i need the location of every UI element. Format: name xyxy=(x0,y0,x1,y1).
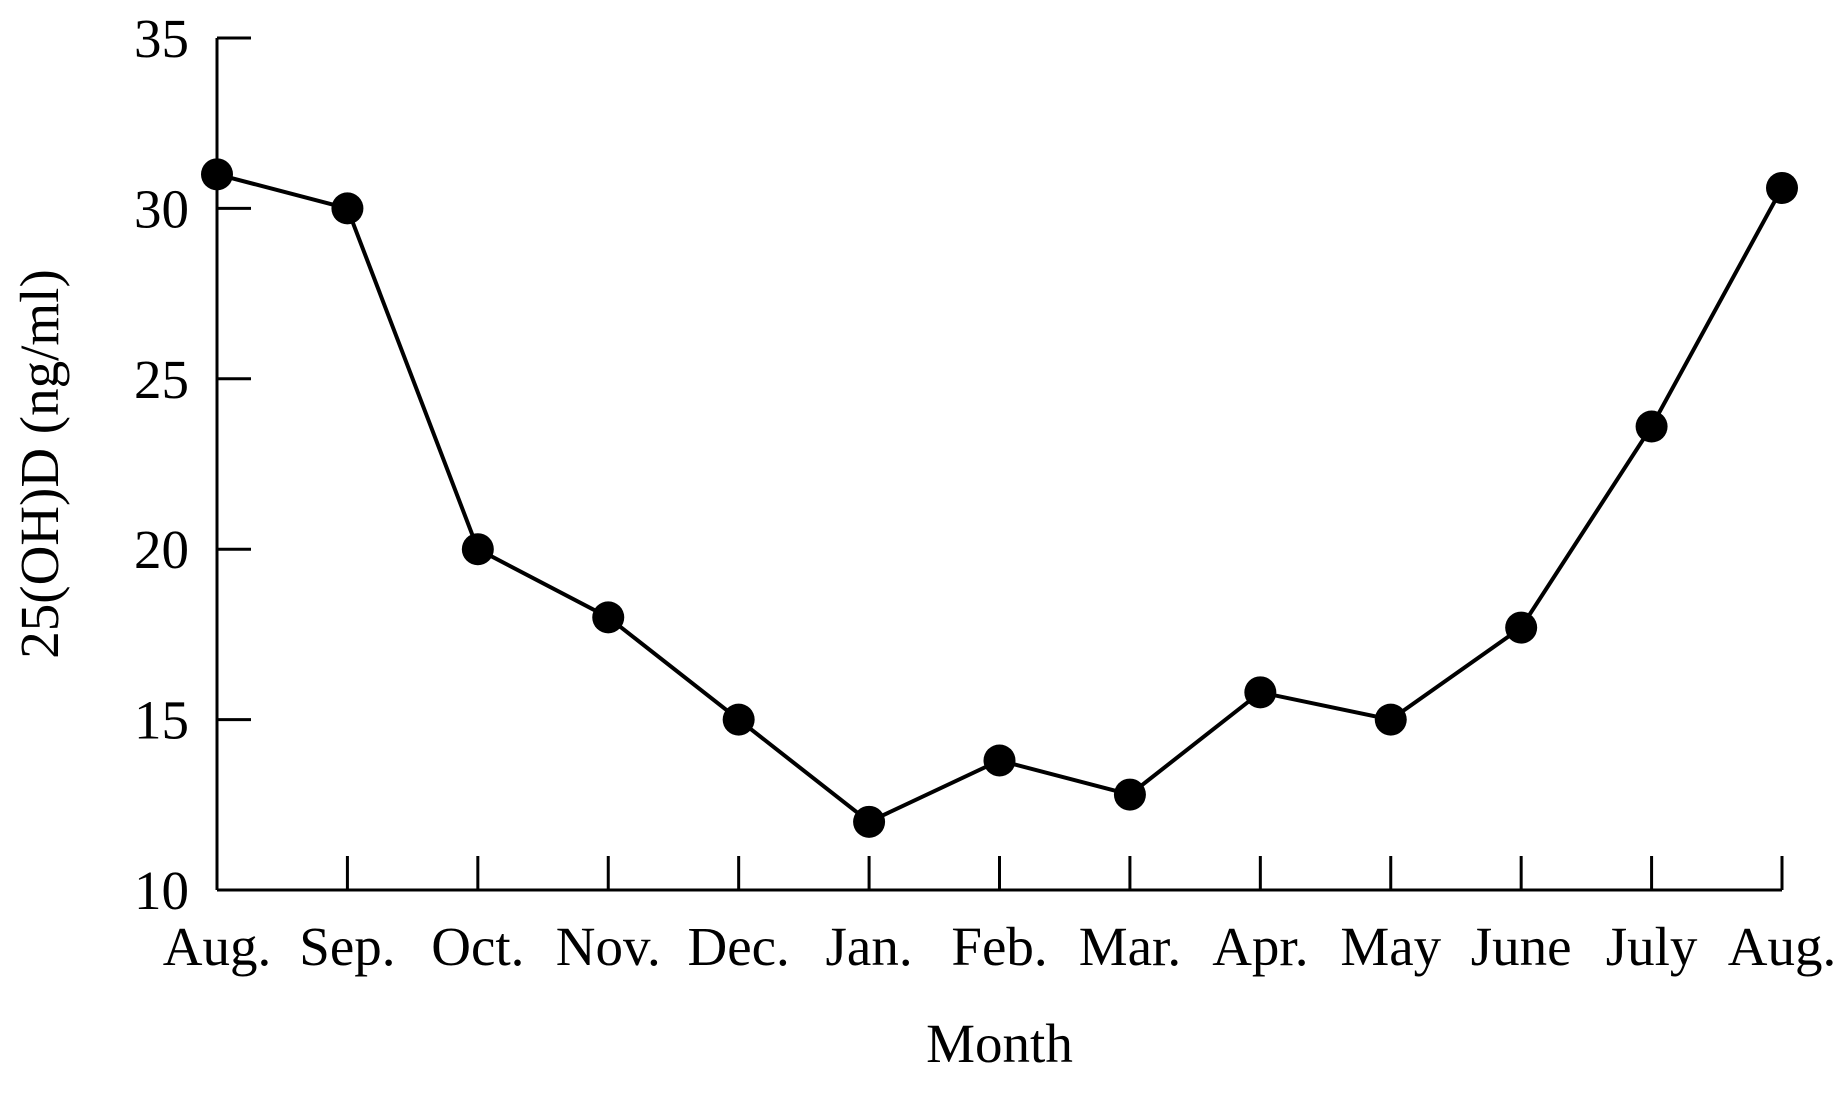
data-point xyxy=(853,805,886,838)
data-point xyxy=(592,601,625,634)
y-axis-title: 25(OH)D (ng/ml) xyxy=(9,269,70,659)
data-point xyxy=(983,744,1016,777)
x-tick-label: Mar. xyxy=(1079,916,1181,977)
data-point xyxy=(1113,778,1146,811)
axes: 10 15 20 25 30 35 Aug. Sep. Oct. Nov. Dec. Jan. Feb.… xyxy=(134,8,1836,977)
x-tick-label: Oct. xyxy=(431,916,524,977)
x-tick-label: Feb. xyxy=(951,916,1047,977)
x-tick-label: Apr. xyxy=(1212,916,1308,977)
x-tick-label: June xyxy=(1471,916,1572,977)
y-tick-label: 30 xyxy=(134,178,189,239)
data-point xyxy=(201,158,233,191)
data-point xyxy=(1244,676,1277,709)
x-axis-title: Month xyxy=(926,1013,1073,1074)
x-tick-label: Sep. xyxy=(299,916,395,977)
y-tick-label: 20 xyxy=(134,519,189,580)
x-tick-label: Aug. xyxy=(163,916,271,977)
y-tick-label: 15 xyxy=(134,690,189,751)
data-point xyxy=(1766,171,1798,204)
x-tick-label: Nov. xyxy=(556,916,661,977)
x-tick-label: Jan. xyxy=(826,916,913,977)
plot-area xyxy=(201,158,1798,838)
x-tick-label: Dec. xyxy=(688,916,790,977)
y-tick-label: 35 xyxy=(134,8,189,69)
data-point xyxy=(722,703,755,736)
x-tick-label: May xyxy=(1340,916,1441,977)
x-tick-label: Aug. xyxy=(1728,916,1836,977)
series-line xyxy=(216,172,1784,825)
data-point xyxy=(1635,410,1668,443)
y-tick-label: 10 xyxy=(134,860,189,921)
data-point xyxy=(1505,611,1538,644)
y-tick-label: 25 xyxy=(134,349,189,410)
data-point xyxy=(461,533,494,566)
x-tick-label: July xyxy=(1606,916,1698,977)
data-point xyxy=(1374,703,1407,736)
data-point xyxy=(331,192,364,225)
